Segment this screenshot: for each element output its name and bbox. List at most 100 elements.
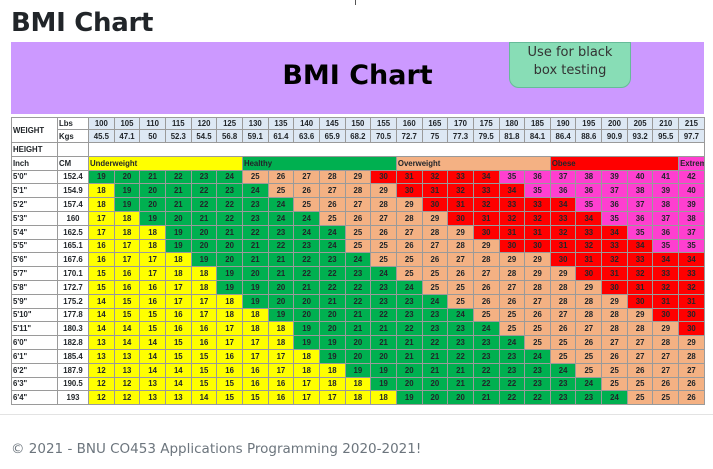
kgs-value: 45.5 (88, 129, 115, 143)
bmi-cell: 23 (267, 224, 295, 240)
bmi-cell: 30 (498, 238, 526, 254)
height-cm: 165.1 (57, 238, 89, 254)
bmi-cell: 19 (370, 362, 397, 378)
bmi-cell: 32 (652, 279, 680, 295)
bmi-cell: 26 (447, 266, 474, 281)
bmi-cell: 20 (241, 266, 269, 281)
bmi-cell: 18 (344, 390, 372, 406)
bmi-cell: 29 (344, 169, 372, 185)
bmi-cell: 26 (652, 376, 680, 392)
bmi-cell: 15 (190, 376, 218, 392)
bmi-cell: 20 (293, 293, 320, 309)
bmi-cell: 15 (164, 335, 192, 350)
bmi-cell: 21 (344, 321, 372, 337)
bmi-cell: 26 (549, 321, 577, 337)
bmi-cell: 19 (164, 238, 192, 254)
bmi-cell: 26 (575, 335, 603, 350)
inch-label: Inch (11, 155, 58, 171)
bmi-cell: 17 (293, 376, 320, 392)
bmi-cell: 20 (190, 238, 218, 254)
bmi-cell: 37 (652, 210, 680, 226)
bmi-cell: 28 (549, 279, 577, 295)
bmi-cell: 17 (88, 224, 115, 240)
table-row: 5'1" 154.9 18 19 20 21 22 23 24 25 26 27 28 29 30 31 32 3… (11, 183, 705, 199)
bmi-cell: 34 (678, 252, 705, 268)
bmi-cell: 25 (601, 376, 628, 392)
kgs-value: 77.3 (447, 129, 474, 143)
bmi-cell: 29 (370, 183, 397, 199)
bmi-cell: 16 (267, 390, 295, 406)
bmi-cell: 27 (549, 307, 577, 323)
height-cm: 154.9 (57, 183, 89, 199)
bmi-cell: 20 (216, 252, 243, 268)
bmi-cell: 28 (575, 293, 603, 309)
bmi-cell: 17 (164, 279, 192, 295)
bmi-cell: 22 (293, 252, 320, 268)
table-row: 5'9" 175.2 14 15 16 17 17 18 19 20 20 21 22 23 23 24 25 2… (11, 293, 705, 309)
bmi-cell: 25 (652, 390, 680, 406)
bmi-cell: 24 (395, 279, 423, 295)
bmi-cell: 25 (498, 307, 526, 323)
bmi-cell: 39 (601, 169, 628, 185)
bmi-cell: 30 (575, 266, 603, 281)
bmi-cell: 37 (626, 197, 654, 212)
bmi-cell: 31 (524, 224, 551, 240)
bmi-cell: 22 (472, 362, 500, 378)
height-cm: 190.5 (57, 376, 89, 392)
bmi-cell: 26 (472, 293, 500, 309)
bmi-cell: 36 (549, 183, 577, 199)
bmi-cell: 32 (601, 252, 628, 268)
bmi-cell: 28 (601, 321, 628, 337)
bmi-cell: 26 (678, 390, 705, 406)
bmi-cell: 21 (447, 376, 474, 392)
bmi-cell: 19 (113, 197, 141, 212)
bmi-cell: 18 (241, 307, 269, 323)
black-box-note: Use for black box testing (509, 42, 631, 88)
height-cm: 180.3 (57, 321, 89, 337)
bmi-cell: 25 (472, 307, 500, 323)
bmi-table: WEIGHT Lbs 100 105 110 115 120 125 130 135 140 14… (11, 114, 705, 406)
lbs-value: 165 (421, 117, 449, 130)
lbs-value: 195 (575, 117, 603, 130)
kgs-value: 59.1 (241, 129, 269, 143)
category-label: Obese (549, 155, 680, 171)
height-inch: 5'7" (11, 266, 58, 281)
table-row: 6'2" 187.9 12 13 14 14 15 16 16 17 18 18 19 19 20 21 21 2… (11, 362, 705, 378)
kgs-value: 75 (421, 129, 449, 143)
kgs-value: 61.4 (267, 129, 295, 143)
table-row: 5'3" 160 17 18 19 20 21 22 23 24 24 25 26 27 28 29 30 31 3… (11, 210, 705, 226)
table-row: 5'11" 180.3 14 14 15 16 16 17 18 18 19 20 21 21 22 23 23… (11, 321, 705, 337)
kgs-value: 84.1 (524, 129, 551, 143)
bmi-cell: 18 (318, 362, 346, 378)
bmi-cell: 25 (344, 224, 372, 240)
bmi-cell: 17 (88, 210, 115, 226)
height-cm: 160 (57, 210, 89, 226)
bmi-cell: 30 (395, 183, 423, 199)
bmi-cell: 25 (626, 390, 654, 406)
lbs-value: 155 (370, 117, 397, 130)
bmi-cell: 16 (164, 321, 192, 337)
height-inch: 5'8" (11, 279, 58, 295)
bmi-cell: 23 (421, 321, 449, 337)
bmi-cell: 21 (472, 390, 500, 406)
bmi-cell: 32 (498, 210, 526, 226)
bmi-cell: 20 (395, 376, 423, 392)
bmi-cell: 19 (293, 335, 320, 350)
bmi-cell: 16 (88, 238, 115, 254)
table-row: 6'1" 185.4 13 13 14 15 15 16 17 17 18 19 20 20 21 21 22 2… (11, 348, 705, 364)
bmi-cell: 12 (88, 390, 115, 406)
bmi-cell: 21 (164, 197, 192, 212)
bmi-cell: 28 (370, 197, 397, 212)
bmi-cell: 32 (575, 238, 603, 254)
bmi-cell: 22 (318, 266, 346, 281)
height-label: HEIGHT (11, 142, 58, 157)
height-inch: 5'5" (11, 238, 58, 254)
height-inch: 5'2" (11, 197, 58, 212)
bmi-cell: 21 (216, 224, 243, 240)
bmi-cell: 31 (549, 238, 577, 254)
bmi-cell: 15 (164, 348, 192, 364)
bmi-cell: 20 (370, 348, 397, 364)
bmi-cell: 28 (601, 307, 628, 323)
lbs-row: WEIGHT Lbs 100 105 110 115 120 125 130 135 140 14… (11, 117, 705, 143)
category-label: Extremely obese (678, 155, 705, 171)
